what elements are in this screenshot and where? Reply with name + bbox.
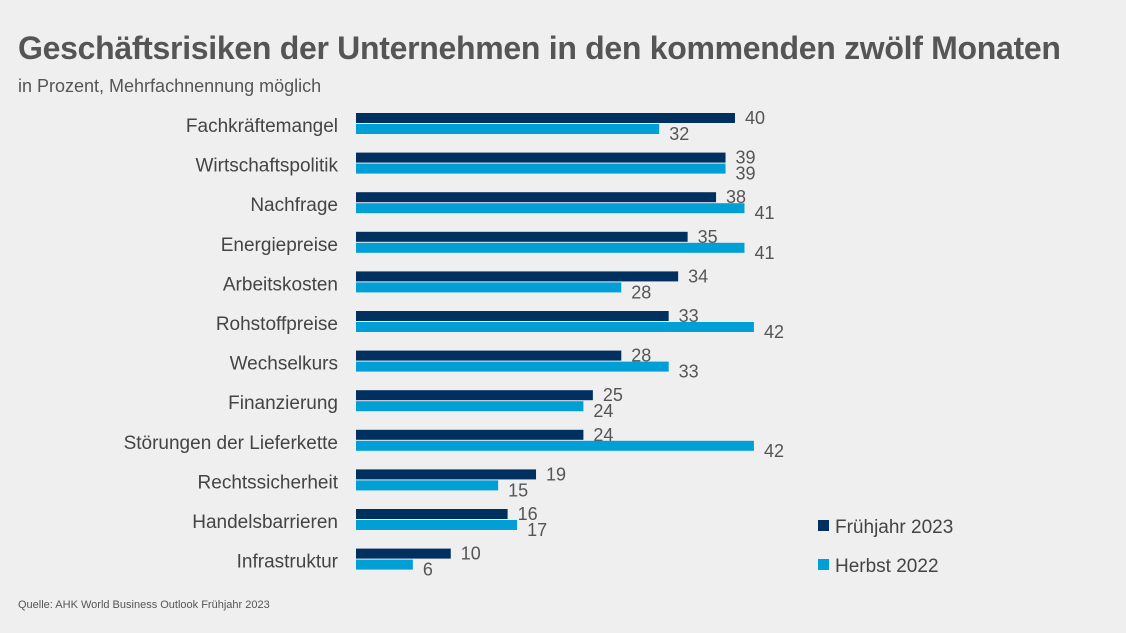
bar-herbst-2022 <box>356 322 754 332</box>
data-label: 39 <box>736 148 756 168</box>
bar-fruehjahr-2023 <box>356 152 726 163</box>
bar-herbst-2022 <box>356 361 669 372</box>
data-label: 16 <box>518 504 538 524</box>
data-label: 41 <box>754 243 774 263</box>
data-label: 28 <box>631 282 651 302</box>
legend-swatch <box>818 520 829 531</box>
bar-fruehjahr-2023 <box>356 429 584 440</box>
data-label: 10 <box>461 544 481 564</box>
category-label: Rohstoffpreise <box>216 314 338 335</box>
data-label: 35 <box>698 227 718 247</box>
data-label: 42 <box>764 322 784 342</box>
data-label: 39 <box>736 164 756 184</box>
chart-title: Geschäftsrisiken der Unternehmen in den … <box>18 30 1061 66</box>
bar-herbst-2022 <box>356 401 584 412</box>
data-label: 25 <box>603 385 623 405</box>
data-label: 24 <box>593 425 613 445</box>
bar-fruehjahr-2023 <box>356 231 688 242</box>
bar-herbst-2022 <box>356 163 726 174</box>
data-label: 40 <box>745 108 765 128</box>
bar-fruehjahr-2023 <box>356 271 679 282</box>
category-label: Energiepreise <box>221 235 338 256</box>
bar-fruehjahr-2023 <box>356 192 717 203</box>
legend-label: Herbst 2022 <box>835 556 939 577</box>
data-label: 15 <box>508 480 528 500</box>
legend-label: Frühjahr 2023 <box>835 517 953 538</box>
bar-herbst-2022 <box>356 203 745 214</box>
source-note: Quelle: AHK World Business Outlook Frühj… <box>18 599 270 611</box>
category-label: Wechselkurs <box>230 354 338 375</box>
data-label: 42 <box>764 441 784 461</box>
data-label: 24 <box>593 401 613 421</box>
category-label: Infrastruktur <box>237 552 339 573</box>
category-label: Finanzierung <box>228 393 338 414</box>
bar-fruehjahr-2023 <box>356 350 622 361</box>
data-label: 41 <box>754 203 774 223</box>
bar-herbst-2022 <box>356 559 413 570</box>
data-label: 19 <box>546 464 566 484</box>
bar-herbst-2022 <box>356 242 745 253</box>
category-label: Arbeitskosten <box>223 274 338 295</box>
data-label: 33 <box>679 362 699 382</box>
category-label: Handelsbarrieren <box>192 512 338 533</box>
data-label: 38 <box>726 187 746 207</box>
bar-fruehjahr-2023 <box>356 390 593 401</box>
bar-herbst-2022 <box>356 480 499 491</box>
data-label: 17 <box>527 520 547 540</box>
bar-herbst-2022 <box>356 520 518 530</box>
category-label: Wirtschaftspolitik <box>195 156 338 177</box>
data-label: 6 <box>423 560 433 580</box>
chart-subtitle: in Prozent, Mehrfachnennung möglich <box>18 76 322 96</box>
bar-fruehjahr-2023 <box>356 469 537 480</box>
bar-fruehjahr-2023 <box>356 509 508 519</box>
data-label: 32 <box>669 124 689 144</box>
bar-herbst-2022 <box>356 282 622 293</box>
bar-fruehjahr-2023 <box>356 548 451 559</box>
bar-fruehjahr-2023 <box>356 113 735 123</box>
category-label: Nachfrage <box>250 195 338 216</box>
bar-herbst-2022 <box>356 124 660 134</box>
category-label: Rechtssicherheit <box>198 472 339 493</box>
bar-herbst-2022 <box>356 440 754 451</box>
category-label: Störungen der Lieferkette <box>124 433 338 454</box>
category-label: Fachkräftemangel <box>186 116 338 137</box>
data-label: 33 <box>679 306 699 326</box>
data-label: 34 <box>688 266 708 286</box>
bar-fruehjahr-2023 <box>356 311 669 321</box>
data-label: 28 <box>631 346 651 366</box>
legend-swatch <box>818 559 829 570</box>
